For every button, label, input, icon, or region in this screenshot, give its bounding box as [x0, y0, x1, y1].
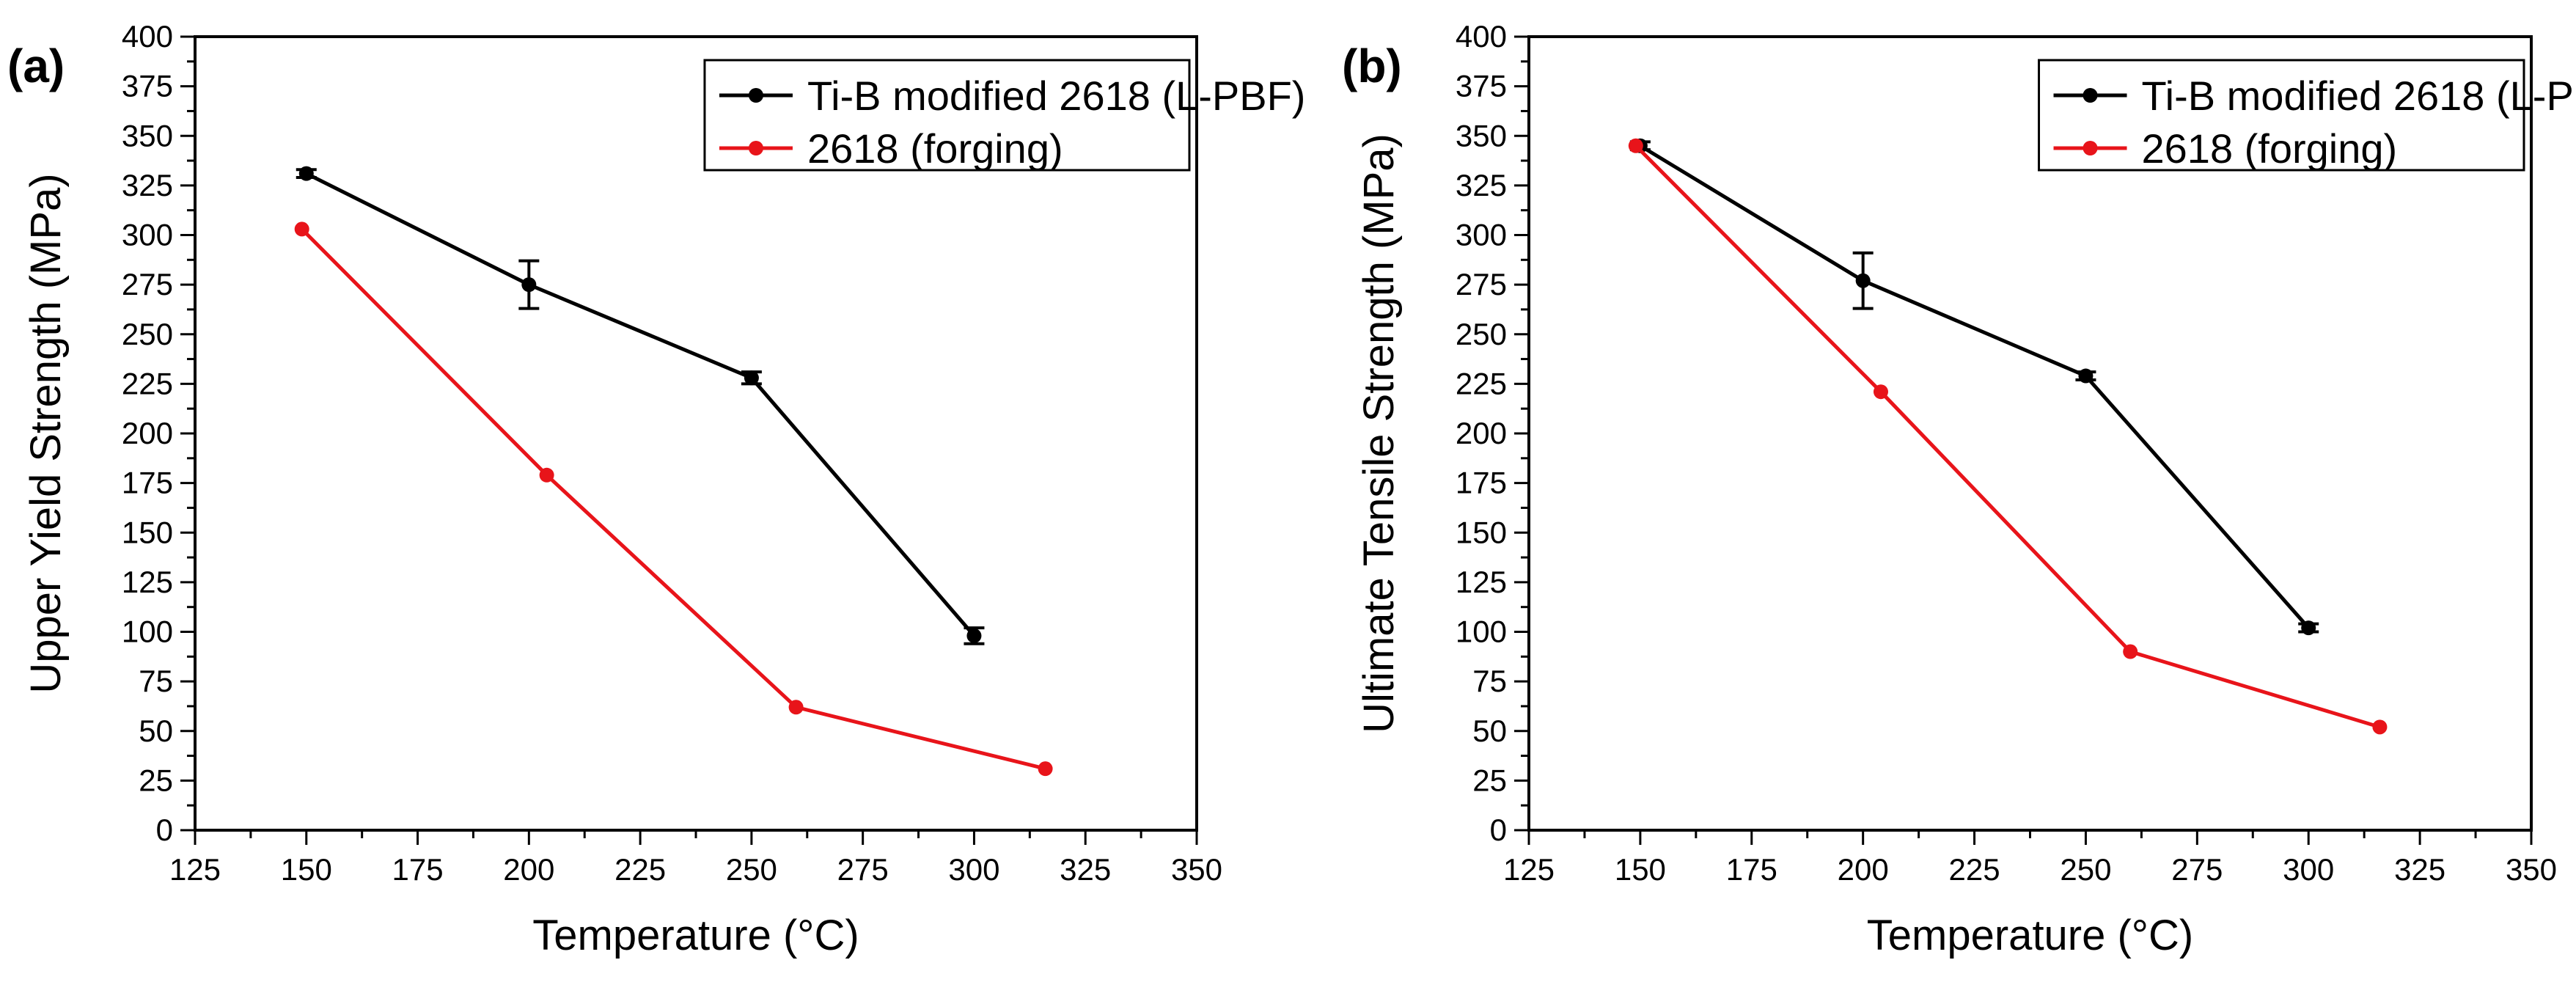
series-line: [1639, 144, 2311, 629]
data-point: [1855, 273, 1871, 288]
x-tick-label: 350: [2506, 852, 2557, 887]
data-point: [1038, 761, 1053, 777]
panel-label: (a): [7, 40, 65, 92]
series-line: [300, 227, 1046, 771]
data-point: [2372, 719, 2388, 735]
y-tick-label: 125: [1456, 565, 1507, 599]
x-tick-label: 325: [1060, 852, 1111, 887]
data-point: [521, 277, 537, 293]
x-axis-label: Temperature (°C): [532, 912, 859, 959]
y-tick-label: 275: [1456, 267, 1507, 301]
x-tick-label: 225: [614, 852, 666, 887]
y-tick-label: 325: [122, 168, 173, 202]
y-tick-label: 175: [122, 466, 173, 500]
chart-panel-b: (b) 125 150 175 200 225 250 275 300 325 350 0 25 50 75…: [1342, 19, 2576, 959]
y-axis-label: Ultimate Tensile Strength (MPa): [1355, 133, 1403, 733]
data-point: [744, 370, 759, 386]
y-tick-label: 75: [139, 664, 173, 698]
y-tick-label: 75: [1472, 664, 1507, 698]
data-point: [2078, 368, 2094, 384]
y-tick-label: 300: [122, 218, 173, 252]
legend: Ti-B modified 2618 (L-PBF) 2618 (forging): [2038, 59, 2576, 172]
x-tick-label: 125: [169, 852, 221, 887]
data-point: [298, 166, 314, 181]
y-tick-label: 375: [1456, 69, 1507, 103]
y-tick-label: 350: [1456, 118, 1507, 153]
y-tick-label: 0: [1490, 813, 1507, 847]
panel-label: (b): [1342, 40, 1402, 92]
x-axis-label: Temperature (°C): [1867, 912, 2193, 959]
y-tick-label: 175: [1456, 466, 1507, 500]
y-tick-label: 300: [1456, 218, 1507, 252]
x-tick-label: 175: [392, 852, 444, 887]
y-tick-label: 200: [1456, 416, 1507, 450]
y-tick-label: 250: [122, 317, 173, 351]
legend-marker: [748, 88, 763, 103]
series-ti-b-modified-2618: [296, 166, 985, 645]
x-tick-label: 150: [281, 852, 332, 887]
y-tick-label: 25: [1472, 763, 1507, 797]
x-tick-label: 300: [2283, 852, 2334, 887]
y-tick-label: 350: [122, 118, 173, 153]
x-tick-label: 325: [2394, 852, 2445, 887]
y-tick-label: 200: [122, 416, 173, 450]
y-tick-label: 400: [1456, 19, 1507, 54]
y-tick-label: 250: [1456, 317, 1507, 351]
y-tick-label: 150: [1456, 515, 1507, 549]
x-tick-label: 350: [1171, 852, 1222, 887]
x-tick-label: 175: [1726, 852, 1777, 887]
series-ti-b-modified-2618: [1629, 138, 2319, 636]
y-tick-label: 150: [122, 515, 173, 549]
data-point: [539, 467, 554, 483]
series-line: [305, 172, 976, 637]
data-point: [1628, 138, 1643, 153]
legend-box: [2038, 59, 2525, 172]
y-tick-label: 100: [122, 615, 173, 649]
y-tick-label: 50: [1472, 714, 1507, 748]
legend-label: 2618 (forging): [807, 125, 1063, 172]
legend-label: 2618 (forging): [2142, 125, 2398, 172]
data-point: [788, 700, 804, 715]
x-tick-label: 250: [2060, 852, 2111, 887]
legend-box: [703, 59, 1191, 172]
y-tick-label: 25: [139, 763, 173, 797]
legend-label: Ti-B modified 2618 (L-PBF): [807, 73, 1306, 119]
x-tick-label: 225: [1949, 852, 2000, 887]
x-tick-label: 200: [503, 852, 554, 887]
series-line: [1634, 144, 2381, 729]
data-point: [966, 628, 982, 643]
x-tick-label: 200: [1838, 852, 1889, 887]
series-2618-forging: [294, 221, 1053, 777]
legend-marker: [2083, 88, 2098, 103]
data-point: [2301, 620, 2316, 636]
legend-marker: [748, 141, 763, 155]
y-tick-label: 100: [1456, 615, 1507, 649]
y-axis-label: Upper Yield Strength (MPa): [22, 173, 70, 693]
data-point: [1873, 384, 1888, 400]
y-tick-label: 225: [122, 366, 173, 400]
x-tick-label: 275: [2171, 852, 2223, 887]
y-tick-label: 375: [122, 69, 173, 103]
y-tick-label: 325: [1456, 168, 1507, 202]
y-tick-label: 275: [122, 267, 173, 301]
data-point: [294, 221, 309, 237]
x-tick-label: 250: [726, 852, 777, 887]
y-tick-label: 225: [1456, 366, 1507, 400]
y-tick-label: 50: [139, 714, 173, 748]
legend: Ti-B modified 2618 (L-PBF) 2618 (forging): [703, 59, 1306, 172]
legend-label: Ti-B modified 2618 (L-PBF): [2142, 73, 2576, 119]
x-tick-label: 300: [948, 852, 999, 887]
y-tick-label: 400: [122, 19, 173, 54]
chart-panel-a: (a) 125 150 175 200 225 250 275 300 325 350 0 25 50 75…: [7, 19, 1305, 959]
x-tick-label: 150: [1615, 852, 1666, 887]
y-tick-label: 125: [122, 565, 173, 599]
legend-marker: [2083, 141, 2098, 155]
x-tick-label: 275: [837, 852, 889, 887]
data-point: [2123, 644, 2138, 659]
y-tick-label: 0: [156, 813, 173, 847]
series-2618-forging: [1628, 138, 2388, 735]
x-tick-label: 125: [1503, 852, 1555, 887]
